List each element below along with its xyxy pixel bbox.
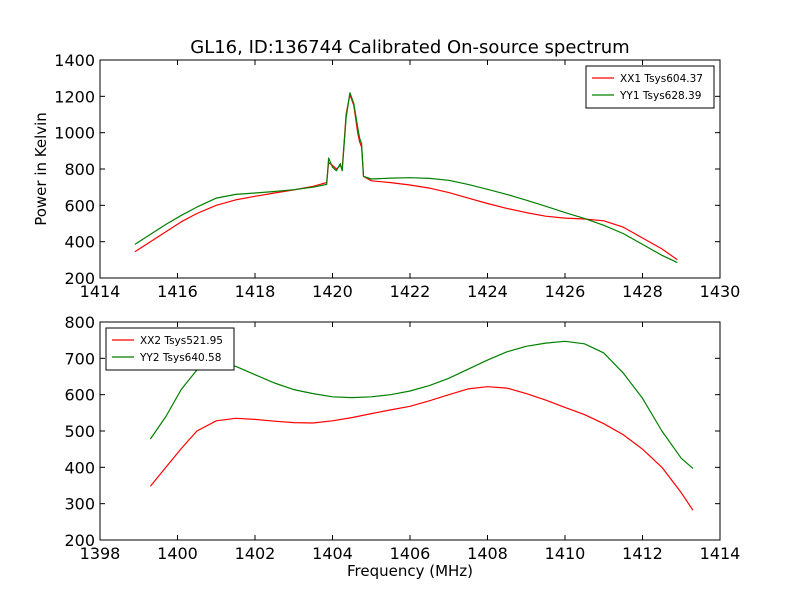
- x-tick-label: 1428: [622, 282, 663, 301]
- chart-title: GL16, ID:136744 Calibrated On-source spe…: [190, 37, 629, 58]
- y-tick-label: 200: [64, 269, 95, 288]
- x-axis-label: Frequency (MHz): [347, 562, 473, 580]
- y-tick-label: 600: [64, 196, 95, 215]
- x-tick-label: 1420: [312, 282, 353, 301]
- x-tick-label: 1416: [157, 282, 198, 301]
- y-tick-label: 400: [64, 458, 95, 477]
- legend: XX2 Tsys521.95 YY2 Tsys640.58: [105, 327, 235, 371]
- x-tick-label: 1414: [80, 282, 121, 301]
- y-tick-label: 1200: [54, 87, 95, 106]
- upper-plot-panel: 1414 1416 1418 1420 1422 1424 1426 1428 1430 200 4…: [54, 51, 740, 301]
- legend-box: [105, 327, 235, 371]
- y-tick-label: 800: [64, 160, 95, 179]
- x-tick-label: 1424: [467, 282, 508, 301]
- legend-box: [585, 65, 715, 109]
- legend-label: XX1 Tsys604.37: [620, 73, 703, 85]
- legend: XX1 Tsys604.37 YY1 Tsys628.39: [585, 65, 715, 109]
- y-tick-label: 1400: [54, 51, 95, 70]
- series-line-yy1: [134, 92, 678, 264]
- series-line-xx2: [149, 386, 694, 511]
- x-tick-label: 1412: [622, 544, 663, 563]
- y-tick-label: 1000: [54, 124, 95, 143]
- y-tick-label: 700: [64, 349, 95, 368]
- x-tick-label: 1422: [390, 282, 431, 301]
- x-tick-label: 1418: [235, 282, 276, 301]
- y-tick-label: 300: [64, 495, 95, 514]
- x-tick-label: 1398: [80, 544, 121, 563]
- x-tick-label: 1408: [467, 544, 508, 563]
- x-tick-label: 1406: [390, 544, 431, 563]
- series-line-xx1: [134, 93, 678, 261]
- x-tick-label: 1430: [700, 282, 741, 301]
- legend-label: XX2 Tsys521.95: [140, 335, 223, 347]
- x-tick-label: 1400: [157, 544, 198, 563]
- legend-label: YY2 Tsys640.58: [139, 352, 221, 364]
- x-tick-label: 1402: [235, 544, 276, 563]
- x-tick-label: 1404: [312, 544, 353, 563]
- x-tick-label: 1414: [700, 544, 741, 563]
- y-axis-label: Power in Kelvin: [32, 112, 50, 226]
- y-tick-label: 600: [64, 386, 95, 405]
- y-tick-label: 800: [64, 313, 95, 332]
- y-tick-label: 400: [64, 233, 95, 252]
- x-tick-label: 1410: [545, 544, 586, 563]
- legend-label: YY1 Tsys628.39: [619, 90, 701, 102]
- y-tick-label: 200: [64, 531, 95, 550]
- y-tick-label: 500: [64, 422, 95, 441]
- lower-plot-panel: 1398 1400 1402 1404 1406 1408 1410 1412 1414 200 3…: [64, 313, 740, 563]
- x-tick-label: 1426: [545, 282, 586, 301]
